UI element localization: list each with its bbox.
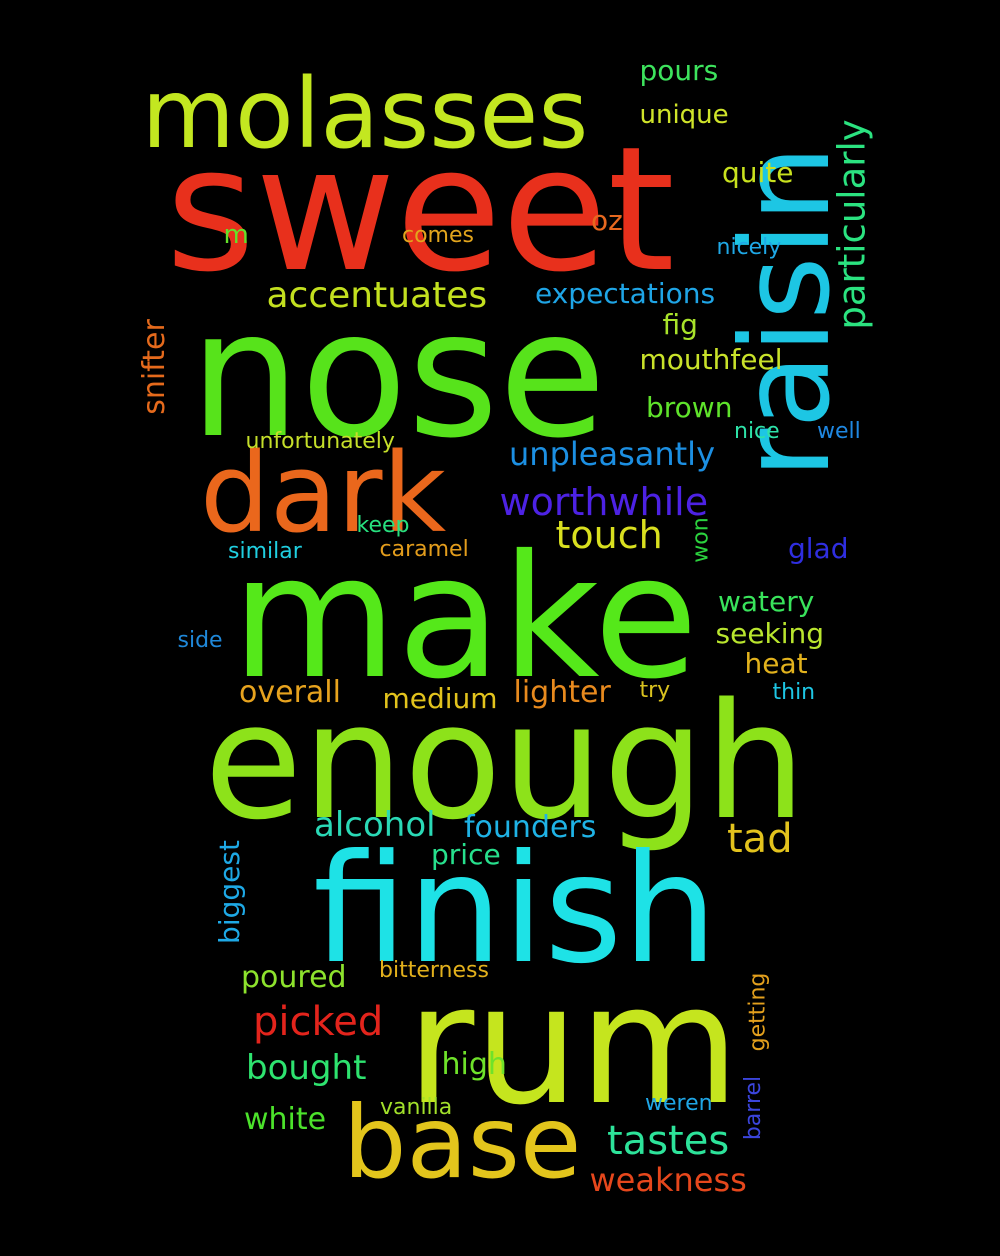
word-vanilla: vanilla — [380, 1095, 453, 1120]
word-biggest: biggest — [212, 840, 246, 944]
word-tastes: tastes — [607, 1118, 730, 1164]
word-quite: quite — [722, 156, 794, 189]
word-founders: founders — [464, 810, 597, 845]
word-oz: oz — [591, 204, 623, 237]
word-heat: heat — [744, 647, 808, 680]
word-picked: picked — [253, 999, 384, 1045]
word-brown: brown — [646, 391, 733, 424]
word-nicely: nicely — [716, 235, 782, 260]
word-price: price — [431, 838, 501, 871]
word-unique: unique — [639, 100, 729, 130]
word-overall: overall — [239, 675, 341, 710]
word-alcohol: alcohol — [314, 805, 436, 845]
word-bought: bought — [246, 1048, 367, 1088]
word-well: well — [817, 419, 861, 444]
word-m: m — [223, 220, 249, 250]
word-worthwhile: worthwhile — [499, 480, 709, 524]
word-barrel: barrel — [741, 1075, 767, 1141]
word-bitterness: bitterness — [379, 958, 489, 983]
word-particularly: particularly — [830, 118, 874, 330]
word-dark: dark — [200, 429, 447, 557]
word-white: white — [244, 1102, 327, 1137]
word-pours: pours — [639, 54, 719, 87]
word-won: won — [688, 517, 714, 563]
word-keep: keep — [356, 513, 410, 538]
word-side: side — [177, 628, 223, 653]
word-weren: weren — [645, 1091, 713, 1116]
word-touch: touch — [555, 513, 663, 557]
word-molasses: molasses — [141, 58, 589, 170]
word-medium: medium — [382, 682, 498, 715]
word-getting: getting — [744, 972, 770, 1052]
word-thin: thin — [772, 680, 816, 705]
word-comes: comes — [402, 223, 474, 248]
word-snifter: snifter — [136, 319, 172, 415]
word-caramel: caramel — [379, 537, 469, 562]
word-glad: glad — [788, 532, 849, 565]
word-expectations: expectations — [535, 277, 716, 310]
word-nice: nice — [734, 419, 780, 444]
word-tad: tad — [727, 816, 793, 862]
word-weakness: weakness — [589, 1161, 747, 1199]
word-unfortunately: unfortunately — [245, 429, 395, 454]
word-finish: finish — [313, 823, 718, 997]
word-base: base — [343, 1084, 582, 1201]
word-lighter: lighter — [513, 675, 611, 710]
word-unpleasantly: unpleasantly — [509, 435, 715, 473]
word-nose: nose — [189, 273, 607, 477]
word-high: high — [441, 1047, 507, 1082]
word-fig: fig — [662, 308, 698, 341]
word-similar: similar — [228, 539, 302, 564]
word-accentuates: accentuates — [266, 275, 488, 316]
word-rum: rum — [406, 948, 740, 1141]
word-mouthfeel: mouthfeel — [639, 343, 783, 376]
word-make: make — [231, 519, 699, 717]
word-enough: enough — [204, 668, 807, 855]
word-watery: watery — [718, 585, 815, 618]
word-poured: poured — [241, 960, 347, 995]
word-seeking: seeking — [715, 617, 825, 650]
word-try: try — [639, 678, 671, 703]
word-sweet: sweet — [165, 109, 675, 310]
